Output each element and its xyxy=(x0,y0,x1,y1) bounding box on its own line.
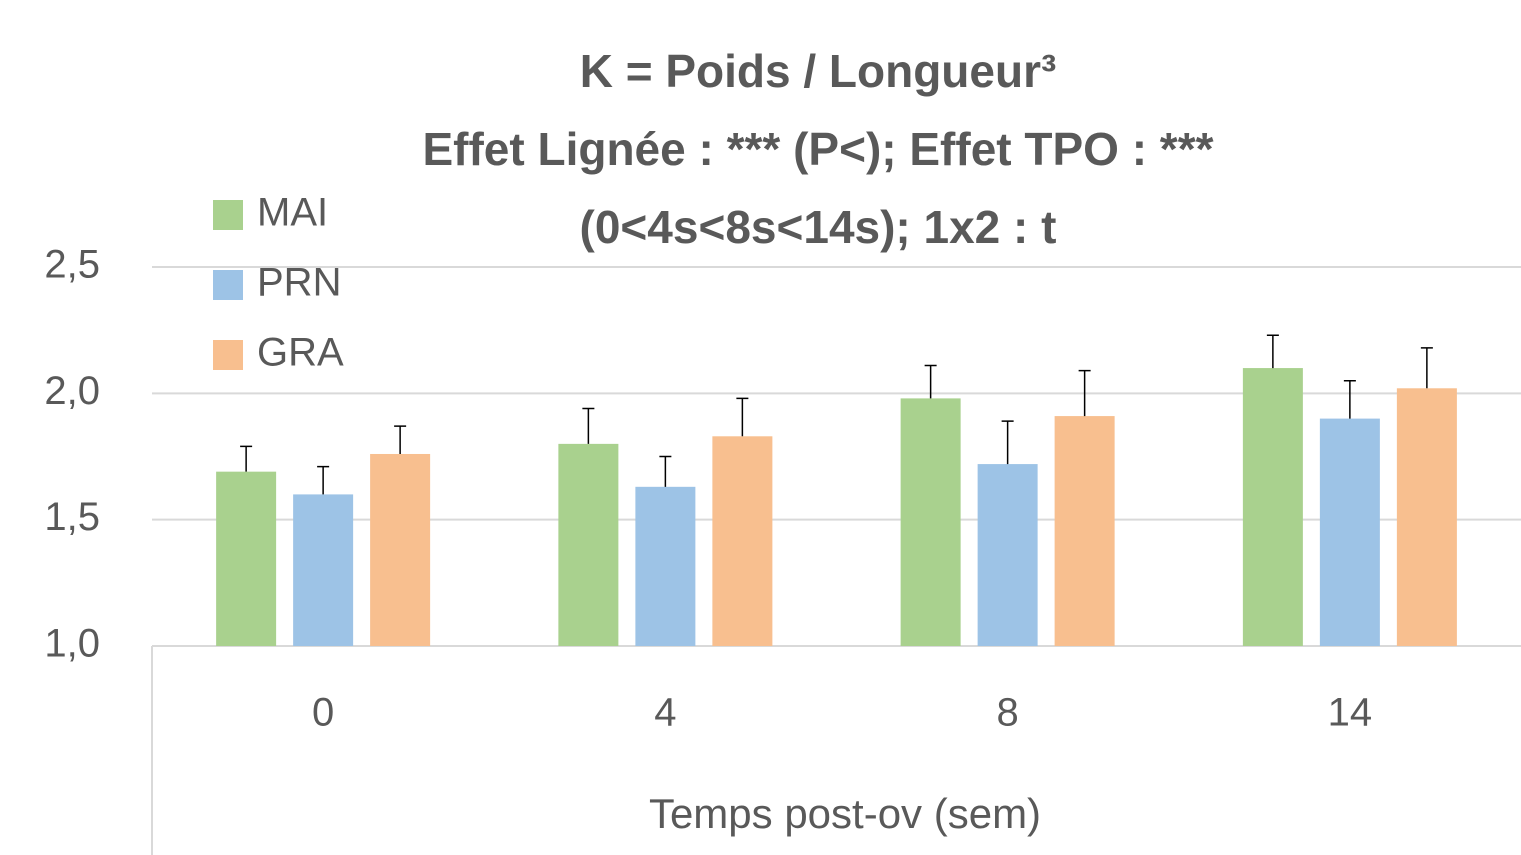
bar xyxy=(1242,368,1303,646)
legend-label: PRN xyxy=(257,261,341,305)
error-bar xyxy=(582,407,595,444)
bar xyxy=(900,398,961,646)
error-bar xyxy=(394,425,407,454)
error-bar xyxy=(1001,420,1014,465)
y-tick-label: 2,0 xyxy=(44,369,100,413)
bar xyxy=(558,443,619,646)
bar xyxy=(977,464,1038,646)
legend-swatch xyxy=(213,270,243,300)
error-bar xyxy=(240,445,253,472)
legend-swatch xyxy=(213,200,243,230)
bar xyxy=(1319,418,1380,646)
error-bar xyxy=(1420,347,1433,389)
x-tick-label: 14 xyxy=(1328,691,1373,735)
bar xyxy=(1054,416,1115,646)
y-tick-label: 1,0 xyxy=(44,622,100,666)
chart-title: K = Poids / Longueur³ xyxy=(580,45,1057,97)
error-bar xyxy=(1266,334,1279,369)
bar xyxy=(635,486,696,646)
chart-title: Effet Lignée : *** (P<); Effet TPO : *** xyxy=(422,123,1213,175)
error-bar xyxy=(659,455,672,487)
legend-swatch xyxy=(213,340,243,370)
error-bar xyxy=(1343,379,1356,419)
bar xyxy=(712,436,773,646)
x-axis-label: Temps post-ov (sem) xyxy=(649,790,1041,837)
error-bar xyxy=(924,364,937,399)
y-tick-label: 2,5 xyxy=(44,243,100,287)
legend-label: GRA xyxy=(257,331,344,375)
error-bar xyxy=(317,465,330,495)
bar xyxy=(293,494,354,646)
x-tick-label: 8 xyxy=(997,691,1019,735)
bar xyxy=(216,471,277,646)
x-tick-label: 4 xyxy=(654,691,676,735)
x-tick-label: 0 xyxy=(312,691,334,735)
error-bar xyxy=(736,397,749,437)
chart-title: (0<4s<8s<14s); 1x2 : t xyxy=(580,201,1057,253)
bar xyxy=(370,453,431,646)
y-tick-label: 1,5 xyxy=(44,495,100,539)
error-bar xyxy=(1078,369,1091,417)
bar xyxy=(1396,388,1457,646)
legend-label: MAI xyxy=(257,191,328,235)
